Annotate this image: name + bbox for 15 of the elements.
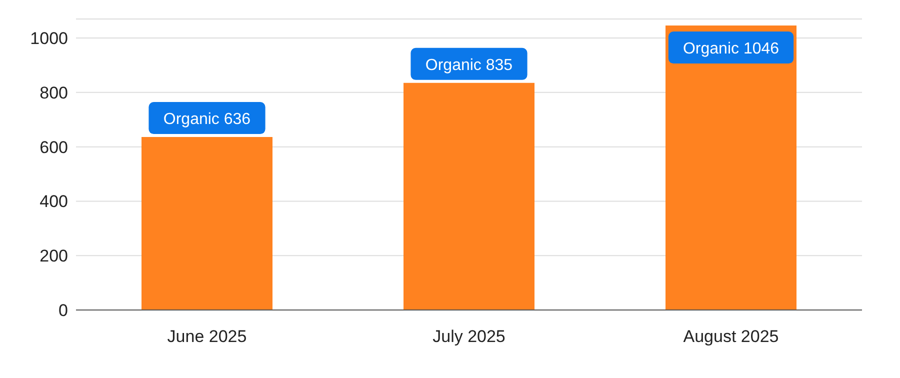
y-tick-label: 1000 xyxy=(30,29,68,48)
y-tick-label: 400 xyxy=(40,192,68,212)
bar xyxy=(666,26,796,310)
data-label: Organic 636 xyxy=(163,111,251,128)
y-tick-label: 0 xyxy=(58,301,68,320)
bar xyxy=(142,137,272,310)
y-tick-label: 600 xyxy=(40,138,68,157)
y-tick-label: 800 xyxy=(40,83,68,102)
x-tick-label: June 2025 xyxy=(167,327,247,346)
x-tick-label: July 2025 xyxy=(432,327,506,346)
bar xyxy=(404,82,534,310)
x-tick-label: August 2025 xyxy=(683,327,779,346)
y-tick-label: 200 xyxy=(40,246,68,266)
data-label: Organic 1046 xyxy=(682,40,780,58)
data-label: Organic 835 xyxy=(425,56,513,74)
